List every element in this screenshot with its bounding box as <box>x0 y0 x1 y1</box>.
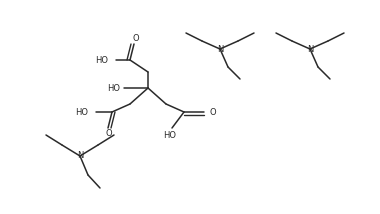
Text: HO: HO <box>107 83 120 92</box>
Text: O: O <box>106 129 112 138</box>
Text: N: N <box>217 45 223 54</box>
Text: HO: HO <box>163 131 176 140</box>
Text: N: N <box>77 152 83 160</box>
Text: HO: HO <box>95 55 108 64</box>
Text: HO: HO <box>75 107 88 116</box>
Text: O: O <box>209 107 215 116</box>
Text: O: O <box>133 34 139 43</box>
Text: N: N <box>307 45 313 54</box>
